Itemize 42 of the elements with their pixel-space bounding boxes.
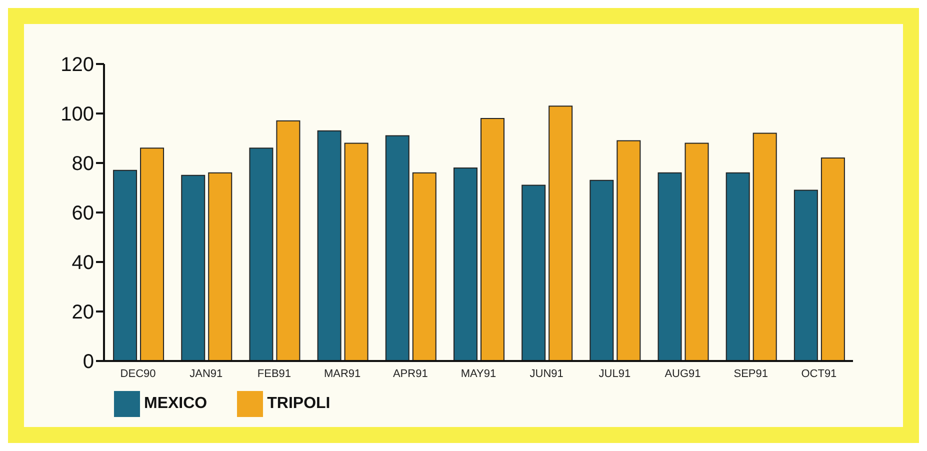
bar [726, 172, 750, 361]
bar [616, 140, 641, 361]
bar [522, 184, 546, 361]
bar [181, 174, 206, 361]
x-tick-label: FEB91 [257, 368, 292, 380]
legend-label: TRIPOLI [267, 395, 330, 412]
bar [344, 142, 368, 361]
bar [684, 142, 709, 361]
bar [317, 130, 342, 361]
x-tick-label: AUG91 [664, 368, 701, 380]
y-tick-label: 40 [72, 252, 94, 274]
x-tick-label: JUN91 [530, 368, 564, 380]
bar [249, 148, 274, 361]
x-tick-label: JUL91 [598, 368, 631, 380]
x-tick-label: MAY91 [460, 368, 496, 380]
x-tick-label: OCT91 [801, 368, 837, 380]
y-tick-label: 20 [72, 302, 94, 324]
bar [794, 190, 818, 361]
bar [548, 106, 573, 361]
bar [658, 172, 682, 361]
bar [453, 167, 478, 361]
x-tick-label: MAR91 [324, 368, 361, 380]
bar [752, 132, 777, 361]
y-tick-label: 60 [72, 202, 94, 225]
x-tick-label: SEP91 [734, 368, 768, 380]
bar [590, 180, 614, 361]
bar [820, 158, 845, 361]
bar [208, 172, 232, 361]
bar [385, 135, 410, 361]
bar [480, 118, 504, 361]
x-tick-label: APR91 [392, 368, 428, 380]
legend-label: MEXICO [144, 395, 208, 412]
bar [276, 120, 300, 361]
y-tick-label: 80 [72, 153, 94, 176]
bar [140, 148, 164, 361]
y-tick-label: 120 [60, 54, 94, 76]
y-tick-label: 100 [60, 104, 94, 126]
x-tick-label: DEC90 [120, 368, 156, 380]
x-tick-label: JAN91 [190, 368, 223, 380]
y-tick-label: 0 [82, 351, 94, 374]
bar [113, 170, 138, 361]
bar [412, 172, 436, 361]
